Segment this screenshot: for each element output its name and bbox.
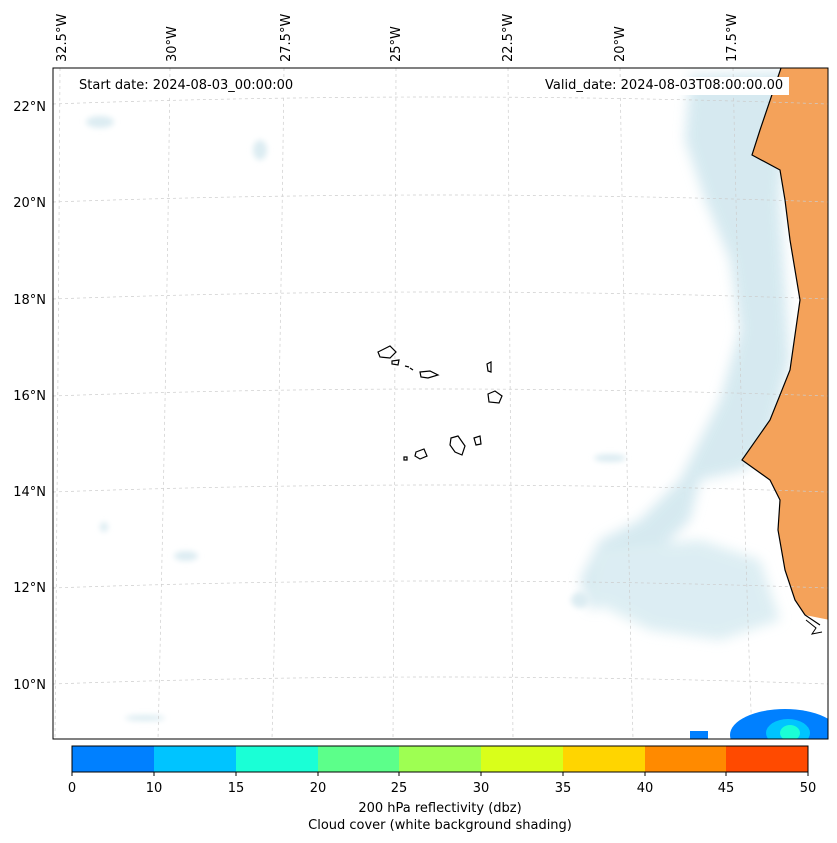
colorbar-frame bbox=[71, 745, 809, 773]
colorbar-segment bbox=[563, 746, 645, 772]
longitude-labels: 32.5°W 30°W 27.5°W 25°W 22.5°W 20°W 17.5… bbox=[55, 14, 740, 62]
lon-label: 30°W bbox=[165, 26, 180, 62]
colorbar-segment bbox=[481, 746, 563, 772]
lat-label: 14°N bbox=[13, 485, 46, 500]
lat-label: 10°N bbox=[13, 678, 46, 693]
coastline-guinea bbox=[805, 619, 823, 635]
gridlines bbox=[53, 68, 828, 739]
colorbar-segment bbox=[318, 746, 399, 772]
colorbar: 0 10 15 20 25 30 35 40 45 50 bbox=[68, 745, 817, 796]
latitude-labels: 22°N 20°N 18°N 16°N 14°N 12°N 10°N bbox=[13, 100, 46, 693]
reflectivity-echo bbox=[690, 709, 828, 739]
colorbar-label: 200 hPa reflectivity (dbz) bbox=[358, 801, 522, 816]
colorbar-tick: 20 bbox=[310, 781, 327, 796]
colorbar-segment bbox=[154, 746, 236, 772]
lon-label: 22.5°W bbox=[501, 14, 516, 62]
colorbar-tick: 50 bbox=[800, 781, 817, 796]
coastline bbox=[741, 68, 821, 626]
colorbar-tick: 25 bbox=[391, 781, 408, 796]
colorbar-tick: 45 bbox=[718, 781, 735, 796]
colorbar-segment bbox=[645, 746, 726, 772]
colorbar-segment bbox=[236, 746, 318, 772]
colorbar-tick: 10 bbox=[146, 781, 163, 796]
lat-label: 18°N bbox=[13, 293, 46, 308]
valid-date-label: Valid_date: 2024-08-03T08:00:00.00 bbox=[539, 77, 790, 95]
colorbar-sublabel: Cloud cover (white background shading) bbox=[308, 818, 572, 833]
colorbar-tick: 35 bbox=[555, 781, 572, 796]
lon-label: 20°W bbox=[613, 26, 628, 62]
cape-verde-islands bbox=[377, 345, 503, 461]
colorbar-segment bbox=[72, 746, 154, 772]
colorbar-tick: 0 bbox=[68, 781, 76, 796]
map-frame bbox=[52, 67, 829, 740]
lon-label: 27.5°W bbox=[279, 14, 294, 62]
lon-label: 25°W bbox=[389, 26, 404, 62]
lat-label: 12°N bbox=[13, 581, 46, 596]
scattered-clouds bbox=[86, 116, 626, 721]
lat-label: 22°N bbox=[13, 100, 46, 115]
start-date-label: Start date: 2024-08-03_00:00:00 bbox=[73, 77, 300, 95]
colorbar-segment bbox=[399, 746, 481, 772]
lat-label: 16°N bbox=[13, 389, 46, 404]
colorbar-tick: 15 bbox=[228, 781, 245, 796]
colorbar-tick: 30 bbox=[473, 781, 490, 796]
africa-landmass bbox=[742, 68, 828, 620]
colorbar-tick: 40 bbox=[637, 781, 654, 796]
lon-label: 32.5°W bbox=[55, 14, 70, 62]
lon-label: 17.5°W bbox=[725, 14, 740, 62]
cloud-shading bbox=[580, 72, 790, 640]
lat-label: 20°N bbox=[13, 196, 46, 211]
colorbar-segment bbox=[726, 746, 808, 772]
